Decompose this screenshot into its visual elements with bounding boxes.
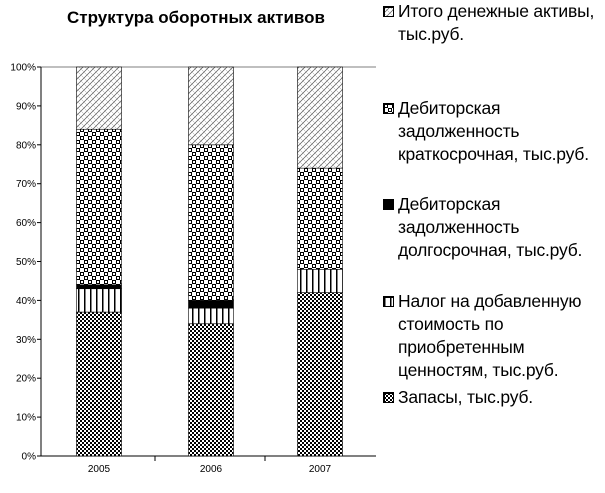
y-tick-label: 40% <box>16 296 36 307</box>
y-tick-label: 30% <box>16 335 36 346</box>
chart-canvas: Структура оборотных активов 0% 10% 20% 30% 4… <box>10 8 376 475</box>
y-tick-label: 0% <box>22 452 37 463</box>
legend-label: Налог на добавленную стоимость по приобр… <box>398 291 582 380</box>
x-tick-label: 2005 <box>88 464 111 475</box>
bars-layer <box>76 66 343 457</box>
legend-swatch <box>383 296 394 307</box>
y-tick-label: 70% <box>16 179 36 190</box>
y-tick-label: 60% <box>16 218 36 229</box>
bar-segment-light-hatch-2007 <box>297 66 343 169</box>
bar-segment-checker-2006 <box>188 144 234 301</box>
legend-item: Налог на добавленную стоимость по приобр… <box>383 290 605 382</box>
y-tick-label: 50% <box>16 257 36 268</box>
x-tick-label: 2006 <box>200 464 223 475</box>
bar-segment-checker-2005 <box>76 128 122 286</box>
legend-swatch <box>383 103 394 114</box>
legend-item: Итого денежные активы, тыс.руб. <box>383 0 605 46</box>
legend-item: Дебиторская задолженность краткосрочная,… <box>383 97 605 166</box>
legend-label: Запасы, тыс.руб. <box>398 387 533 407</box>
bar-segment-vertical-lines-2006 <box>188 307 234 325</box>
legend-swatch <box>383 6 394 17</box>
bar-segment-vertical-lines-2007 <box>297 268 343 293</box>
bar-segment-fine-check-2006 <box>188 323 234 457</box>
bar-segment-fine-check-2007 <box>297 292 343 457</box>
legend-swatch <box>383 392 394 403</box>
bar-segment-light-hatch-2005 <box>76 66 122 130</box>
bar-segment-solid-black-2006 <box>188 300 234 309</box>
legend-item: Запасы, тыс.руб. <box>383 386 605 409</box>
legend-label: Итого денежные активы, тыс.руб. <box>398 1 595 44</box>
y-tick-label: 100% <box>10 63 36 74</box>
legend-swatch <box>383 199 394 210</box>
bar-segment-checker-2007 <box>297 167 343 270</box>
bar-segment-light-hatch-2006 <box>188 66 234 146</box>
legend-label: Дебиторская задолженность долгосрочная, … <box>398 194 583 260</box>
chart-title: Структура оборотных активов <box>67 8 325 27</box>
bar-segment-fine-check-2005 <box>76 311 122 457</box>
y-tick-label: 80% <box>16 140 36 151</box>
legend-item: Дебиторская задолженность долгосрочная, … <box>383 193 605 262</box>
y-tick-label: 10% <box>16 413 36 424</box>
x-tick-label: 2007 <box>309 464 332 475</box>
legend-label: Дебиторская задолженность краткосрочная,… <box>398 98 589 164</box>
bar-segment-vertical-lines-2005 <box>76 288 122 313</box>
y-tick-label: 20% <box>16 374 36 385</box>
y-tick-label: 90% <box>16 101 36 112</box>
bar-segment-solid-black-2005 <box>76 284 122 290</box>
